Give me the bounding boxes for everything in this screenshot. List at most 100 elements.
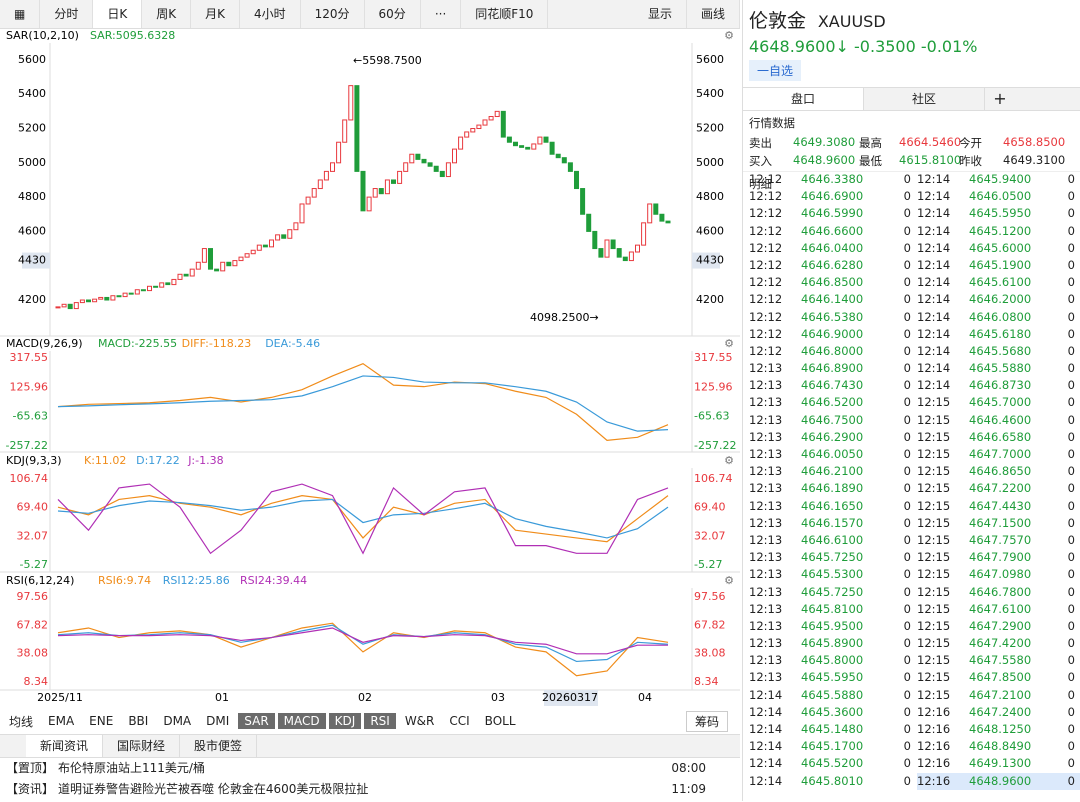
news-title: 布伦特原油站上111美元/桶 [58,761,205,775]
candle [269,239,274,248]
indicator-tab[interactable]: W&R [404,714,435,728]
tick-price: 4648.9600 [969,772,1041,790]
news-tag: 【置顶】 [6,761,55,775]
news-row[interactable]: 【置顶】 布伦特原油站上111美元/桶 08:00 [0,758,740,779]
tick-row: 12:13 4646.2900 0 12:15 4646.6580 0 [743,429,1080,446]
tick-row: 12:13 4646.2100 0 12:15 4646.8650 0 [743,463,1080,480]
tick-time: 12:13 [749,653,783,668]
candle [293,222,299,231]
candle [433,165,439,172]
tick-time: 12:14 [917,343,951,358]
tab[interactable]: 分时 [40,0,94,28]
tick-time: 12:13 [749,429,783,444]
indicator-tab[interactable]: 均线 [9,714,34,729]
tab[interactable]: 4小时 [240,0,301,28]
tick-time: 12:16 [917,739,951,754]
tick-time: 12:16 [917,704,951,719]
tick-time: 12:14 [917,275,951,290]
tick-volume: 0 [1067,739,1075,754]
tab[interactable]: 60分 [365,0,421,28]
y-tick-label-right: 4600 [696,224,724,237]
tick-price: 4646.2000 [969,292,1032,307]
news-tabs: 新闻资讯 国际财经 股市便签 [0,735,740,758]
candle [384,179,390,195]
news: 新闻资讯 国际财经 股市便签 【置顶】 布伦特原油站上111美元/桶 08:00 【资讯】道… [0,734,740,802]
y-tick-label-right: -5.27 [694,558,722,571]
grid-icon[interactable]: ▦ [0,0,41,28]
indicator-tab[interactable]: MACD [277,713,326,729]
candle [195,261,201,270]
indicator-tab[interactable]: RSI [364,713,396,729]
candle [171,278,177,286]
candle [110,295,116,301]
watch-button[interactable]: 一自选 [749,60,802,81]
tick-volume: 0 [1067,498,1075,513]
tool[interactable]: 显示 [634,0,687,28]
tick-price: 4646.8900 [801,361,864,376]
tick-time: 12:14 [917,189,951,204]
candle [543,136,549,143]
indicator-tab[interactable]: ENE [89,714,114,728]
quote-tab[interactable]: 社区 [864,88,985,110]
tab[interactable]: 周K [142,0,192,28]
tab[interactable]: 月K [191,0,240,28]
y-tick-label: 5000 [18,156,46,169]
candle [122,292,128,298]
tick-row: 12:14 4645.5880 0 12:15 4647.2100 0 [743,687,1080,704]
indicator-tab[interactable]: EMA [48,714,75,728]
chips[interactable]: 筹码 [685,710,728,732]
cursor-label: 4430 [18,254,46,267]
candle [403,162,409,172]
tick-volume: 0 [903,412,911,427]
candle [494,110,500,118]
candle [134,289,140,295]
tick-volume: 0 [1067,223,1075,238]
quote-panel: 伦敦金 XAUUSD 4648.9600↓ -0.3500 -0.01% 一自选… [742,0,1080,801]
tool[interactable]: 画线 [687,0,740,28]
indicator-tab[interactable]: BBI [128,714,149,728]
tick-price: 4646.5200 [801,395,864,410]
indicator-line [57,495,669,543]
tick-price: 4646.6100 [801,532,864,547]
ticks: 12:12 4646.3380 0 12:14 4645.9400 0 12:12 4646.… [743,171,1080,790]
news-tab[interactable]: 股市便签 [180,735,258,757]
tick-time: 12:15 [917,464,951,479]
news-tab[interactable]: 国际财经 [103,735,181,757]
news-row[interactable]: 【资讯】 道明证券警告避险光芒被吞噬 伦敦金在4600美元极限拉扯 11:09 [0,779,740,800]
tab[interactable]: 日K [93,0,143,28]
quote-tab[interactable]: + [993,89,1007,108]
candle [476,124,482,130]
y-tick-label-right: 317.55 [694,351,733,364]
candle [147,285,152,292]
tick-price: 4645.1700 [801,739,864,754]
indicator-tab[interactable]: CCI [449,714,470,728]
tick-time: 12:14 [917,309,951,324]
indicator-tab[interactable]: BOLL [484,714,516,728]
news-tab[interactable]: 新闻资讯 [26,735,104,757]
tab[interactable]: ··· [421,0,462,28]
tab[interactable]: 120分 [301,0,365,28]
series-label: K:11.02 [84,454,126,467]
candle [287,229,293,239]
tick-row: 12:12 4646.6600 0 12:14 4645.1200 0 [743,223,1080,240]
indicator-tab[interactable]: KDJ [328,713,362,729]
tick-price: 4645.8100 [801,601,864,616]
tick-price: 4646.8000 [801,343,864,358]
candle [348,85,354,121]
low-label: 4098.2500→ [530,311,599,324]
tick-row: 12:13 4645.8000 0 12:15 4647.5580 0 [743,652,1080,669]
y-tick-label: 4600 [18,224,46,237]
tab[interactable]: 同花顺F10 [461,0,549,28]
tick-row: 12:13 4645.7250 0 12:15 4647.7900 0 [743,549,1080,566]
indicator-tab[interactable]: DMI [206,714,230,728]
candle [92,298,98,303]
quote-tab[interactable]: 盘口 [743,88,864,110]
indicator-tab[interactable]: SAR [238,713,275,729]
candle [647,203,653,224]
series-label: RSI12:25.86 [163,574,230,587]
candle [317,179,323,190]
tick-volume: 0 [1067,670,1075,685]
tick-row: 12:12 4646.8500 0 12:14 4645.6100 0 [743,274,1080,291]
indicator-tab[interactable]: DMA [163,714,192,728]
tick-volume: 0 [1067,464,1075,479]
